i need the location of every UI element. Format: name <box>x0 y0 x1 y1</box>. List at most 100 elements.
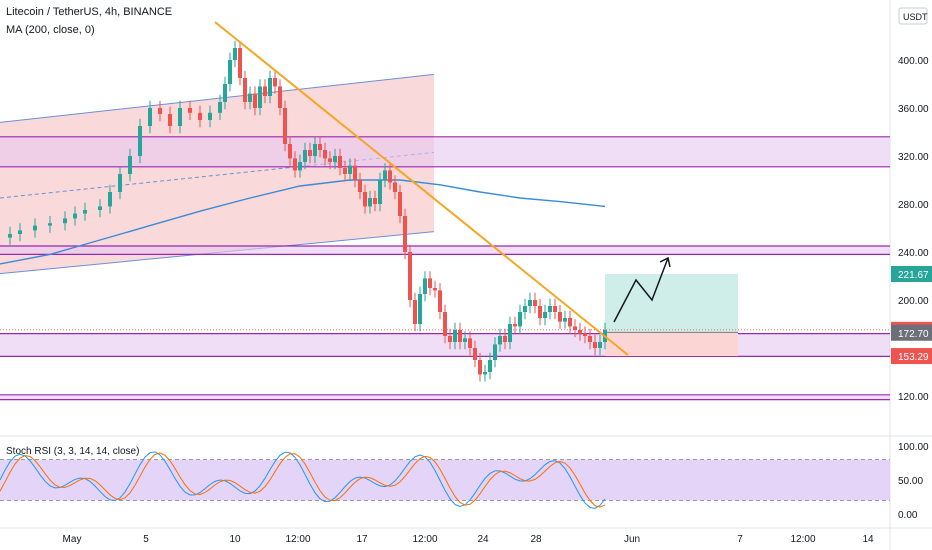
stoch-y-tick-label: 50.00 <box>898 476 923 487</box>
currency-box <box>898 7 928 25</box>
candle-body <box>473 348 477 360</box>
candle-body <box>188 108 192 113</box>
candle-body <box>358 180 362 192</box>
chart-title: Litecoin / TetherUS, 4h, BINANCE <box>6 6 173 18</box>
stoch-legend: Stoch RSI (3, 3, 14, 14, close) <box>6 446 140 457</box>
candle-body <box>478 360 482 375</box>
candle-body <box>423 278 427 294</box>
candle-body <box>463 338 467 342</box>
x-tick-label: 12:00 <box>790 534 815 545</box>
candle-body <box>263 86 267 96</box>
candle-body <box>223 84 227 102</box>
currency-label: USDT <box>903 12 928 22</box>
candle-body <box>293 158 297 171</box>
candle-body <box>198 112 202 120</box>
candle-body <box>48 223 52 226</box>
candle-body <box>318 144 322 150</box>
x-tick-label: 24 <box>477 534 489 545</box>
candle-body <box>563 318 567 322</box>
stoch-k-line <box>0 451 606 509</box>
candle-body <box>278 86 282 108</box>
candle-body <box>433 288 437 291</box>
candle-body <box>383 170 387 180</box>
candle-body <box>418 294 422 324</box>
price-badge-label: 172.70 <box>898 329 929 340</box>
candle-body <box>498 336 502 345</box>
candle-body <box>408 252 412 300</box>
ma-line <box>0 179 606 265</box>
candle-body <box>448 336 452 342</box>
candle-body <box>598 342 602 348</box>
candle-body <box>288 144 292 159</box>
candle-body <box>493 344 497 360</box>
candle-body <box>298 162 302 171</box>
candle-body <box>443 312 447 336</box>
projection-arrowhead <box>659 256 671 268</box>
y-tick-label: 200.00 <box>898 296 929 307</box>
candle-body <box>528 300 532 306</box>
candle-body <box>523 306 527 312</box>
candle-body <box>218 102 222 113</box>
candle-body <box>283 108 287 144</box>
stoch-y-tick-label: 100.00 <box>898 442 929 453</box>
candle-body <box>138 126 142 156</box>
candle-body <box>348 165 352 174</box>
stoch-y-tick-label: 0.00 <box>898 510 918 521</box>
candle-body <box>178 108 182 126</box>
candle-body <box>458 330 462 342</box>
candle-body <box>148 108 152 126</box>
candle-body <box>558 312 562 322</box>
x-tick-label: 17 <box>356 534 368 545</box>
stop-zone <box>605 332 738 357</box>
candle-body <box>388 170 392 183</box>
target-zone <box>605 273 738 333</box>
candle-body <box>343 168 347 174</box>
candle-body <box>403 216 407 252</box>
price-badge <box>891 348 932 365</box>
x-tick-label: 12:00 <box>412 534 437 545</box>
candle-body <box>593 342 597 348</box>
zone-band <box>0 394 890 400</box>
candle-body <box>328 158 332 162</box>
candle-body <box>353 165 357 180</box>
candle-body <box>398 192 402 216</box>
candle-body <box>83 210 87 214</box>
stoch-band <box>0 459 890 501</box>
candle-body <box>273 78 277 87</box>
candle-body <box>428 278 432 288</box>
x-tick-label: 14 <box>862 534 874 545</box>
candle-body <box>233 48 237 60</box>
candle-body <box>33 225 37 231</box>
x-tick-label: 10 <box>229 534 241 545</box>
candle-body <box>168 114 172 126</box>
candle-body <box>538 306 542 318</box>
candle-body <box>578 330 582 334</box>
candle-body <box>368 198 372 207</box>
candle-body <box>483 372 487 375</box>
channel-top-line <box>0 73 435 123</box>
candle-body <box>323 150 327 159</box>
ma-legend: MA (200, close, 0) <box>6 24 95 36</box>
candle-body <box>503 336 507 342</box>
candle-body <box>8 234 12 238</box>
candle-body <box>573 326 577 330</box>
candle-body <box>308 150 312 156</box>
candle-body <box>338 156 342 168</box>
candle-body <box>533 300 537 306</box>
x-tick-label: Jun <box>624 534 640 545</box>
x-tick-label: 5 <box>143 534 149 545</box>
x-tick-label: 28 <box>530 534 542 545</box>
candle-body <box>208 112 212 120</box>
candle-body <box>98 206 102 210</box>
y-tick-label: 120.00 <box>898 392 929 403</box>
channel-fill <box>0 74 434 274</box>
candle-body <box>18 230 22 234</box>
y-tick-label: 280.00 <box>898 200 929 211</box>
y-tick-label: 400.00 <box>898 56 929 67</box>
candle-body <box>553 306 557 312</box>
candle-body <box>333 156 337 162</box>
trendline <box>214 21 629 356</box>
price-badge-label: 221.67 <box>898 270 929 281</box>
y-tick-label: 240.00 <box>898 248 929 259</box>
candle-body <box>128 156 132 174</box>
